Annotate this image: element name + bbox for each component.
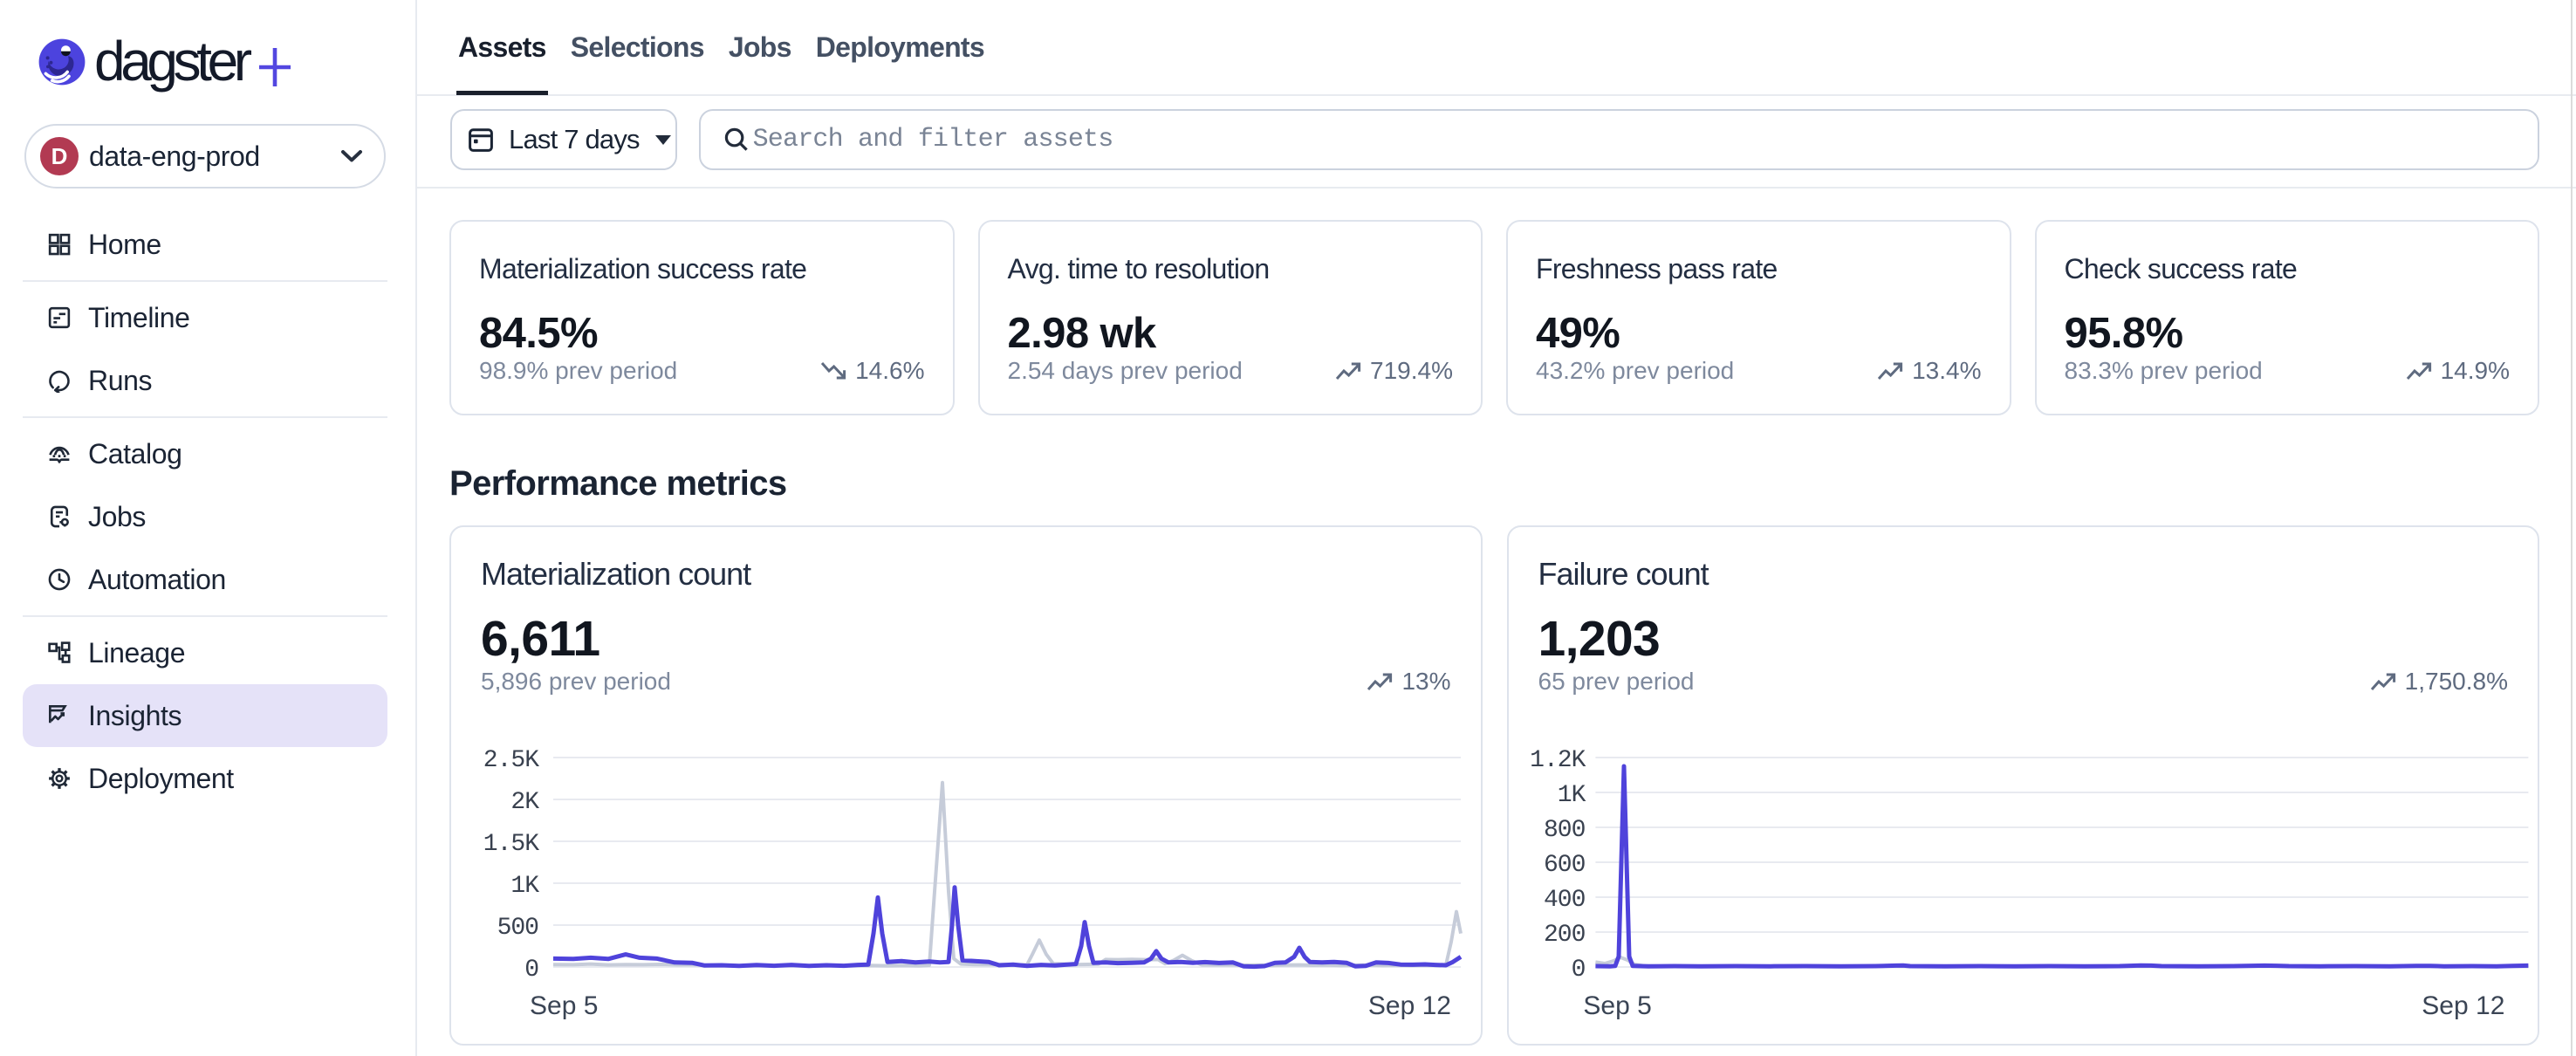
svg-text:2.5K: 2.5K (483, 747, 539, 774)
svg-text:200: 200 (1543, 922, 1585, 949)
svg-text:Sep 12: Sep 12 (1368, 991, 1451, 1020)
svg-text:1.2K: 1.2K (1530, 747, 1586, 774)
svg-text:500: 500 (497, 915, 539, 942)
svg-text:1.5K: 1.5K (483, 831, 539, 858)
svg-text:Sep 12: Sep 12 (2422, 991, 2504, 1020)
svg-text:600: 600 (1543, 852, 1585, 879)
svg-text:Sep 5: Sep 5 (530, 991, 598, 1020)
svg-text:1K: 1K (1557, 782, 1586, 809)
svg-text:0: 0 (1571, 957, 1585, 984)
svg-text:Sep 5: Sep 5 (1583, 991, 1651, 1020)
svg-text:800: 800 (1543, 817, 1585, 844)
svg-text:1K: 1K (510, 873, 539, 900)
svg-text:2K: 2K (510, 789, 539, 816)
svg-text:0: 0 (524, 957, 538, 984)
svg-text:400: 400 (1543, 887, 1585, 914)
